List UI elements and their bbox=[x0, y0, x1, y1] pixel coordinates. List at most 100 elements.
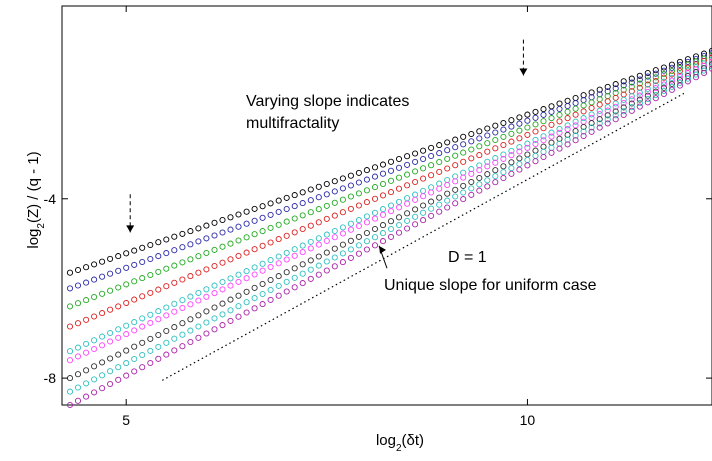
data-point bbox=[500, 163, 507, 170]
data-point bbox=[628, 79, 635, 86]
data-point bbox=[187, 301, 194, 308]
data-point bbox=[187, 228, 194, 235]
data-point bbox=[588, 99, 595, 106]
data-point bbox=[444, 197, 451, 204]
data-point bbox=[107, 270, 114, 277]
data-point bbox=[123, 322, 130, 329]
data-point bbox=[267, 200, 274, 207]
data-point bbox=[243, 208, 250, 215]
data-point bbox=[331, 254, 338, 261]
data-point bbox=[275, 221, 282, 228]
data-point bbox=[339, 175, 346, 182]
data-point bbox=[572, 100, 579, 107]
data-point bbox=[107, 380, 114, 388]
data-point bbox=[516, 160, 523, 168]
data-point bbox=[652, 85, 659, 92]
data-point bbox=[83, 340, 90, 347]
data-point bbox=[612, 108, 619, 115]
data-point bbox=[644, 95, 651, 103]
data-point bbox=[668, 74, 675, 82]
data-point bbox=[123, 347, 130, 354]
data-point bbox=[620, 82, 627, 89]
data-point bbox=[492, 122, 499, 129]
data-point bbox=[235, 237, 242, 244]
data-point bbox=[123, 299, 130, 307]
data-point bbox=[339, 241, 346, 248]
data-point bbox=[452, 200, 459, 207]
data-point bbox=[147, 319, 154, 326]
data-point bbox=[267, 286, 274, 294]
data-point bbox=[580, 102, 587, 109]
data-point bbox=[460, 149, 467, 156]
data-point bbox=[532, 121, 539, 128]
data-point bbox=[131, 247, 138, 254]
data-point bbox=[596, 86, 603, 93]
data-point bbox=[251, 231, 258, 238]
data-point bbox=[195, 225, 202, 232]
arrow-head-3 bbox=[379, 245, 386, 254]
data-point bbox=[556, 111, 563, 118]
data-point bbox=[99, 385, 106, 392]
data-point bbox=[420, 209, 427, 216]
data-point bbox=[203, 249, 210, 257]
data-point bbox=[243, 234, 250, 241]
data-point bbox=[564, 97, 571, 104]
data-point bbox=[387, 225, 395, 233]
data-point bbox=[395, 198, 403, 205]
data-point bbox=[299, 189, 306, 196]
data-point bbox=[500, 169, 507, 176]
data-point bbox=[404, 153, 411, 160]
data-point bbox=[379, 206, 387, 213]
data-point bbox=[147, 347, 154, 354]
data-point bbox=[115, 326, 122, 333]
data-point bbox=[556, 145, 563, 152]
data-point bbox=[395, 164, 403, 171]
data-point bbox=[339, 250, 346, 257]
data-point bbox=[532, 147, 539, 154]
data-point bbox=[540, 133, 547, 140]
data-point bbox=[259, 214, 266, 221]
data-point bbox=[243, 309, 250, 316]
data-point bbox=[660, 67, 667, 74]
data-point bbox=[83, 264, 90, 271]
data-point bbox=[387, 202, 395, 209]
data-point bbox=[131, 278, 138, 285]
data-point bbox=[468, 178, 475, 186]
data-point bbox=[275, 292, 282, 299]
data-point bbox=[452, 193, 459, 200]
data-point bbox=[460, 189, 467, 196]
data-point bbox=[171, 308, 178, 315]
data-point bbox=[612, 116, 619, 123]
data-point bbox=[155, 331, 162, 339]
data-point bbox=[371, 215, 379, 222]
data-point bbox=[371, 234, 379, 241]
data-point bbox=[123, 264, 130, 271]
data-point bbox=[444, 204, 451, 211]
data-point bbox=[516, 148, 523, 155]
data-point bbox=[604, 83, 611, 90]
data-point bbox=[99, 258, 106, 265]
data-point bbox=[508, 147, 515, 154]
data-point bbox=[347, 254, 354, 261]
data-point bbox=[468, 146, 475, 153]
data-point bbox=[476, 135, 483, 142]
data-point bbox=[299, 261, 306, 268]
data-point bbox=[331, 263, 338, 270]
data-point bbox=[163, 351, 170, 358]
data-point bbox=[564, 108, 571, 115]
data-point bbox=[195, 253, 202, 260]
data-point bbox=[355, 179, 362, 186]
data-point bbox=[107, 338, 114, 345]
data-point bbox=[387, 167, 395, 174]
data-point bbox=[115, 334, 122, 341]
data-point bbox=[299, 200, 306, 207]
data-point bbox=[219, 311, 226, 318]
data-point bbox=[251, 217, 258, 224]
data-point bbox=[227, 256, 234, 263]
data-point bbox=[315, 235, 322, 242]
data-point bbox=[404, 200, 411, 207]
data-series-6 bbox=[66, 58, 712, 364]
data-point bbox=[379, 211, 387, 218]
data-point bbox=[524, 162, 531, 169]
data-point bbox=[468, 130, 475, 138]
